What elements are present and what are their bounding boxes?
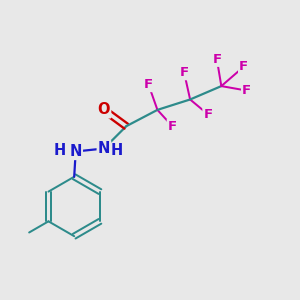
Text: H: H xyxy=(53,142,65,158)
Text: F: F xyxy=(144,78,153,91)
Text: N: N xyxy=(98,141,110,156)
Text: F: F xyxy=(212,53,221,66)
Text: F: F xyxy=(180,66,189,79)
Text: F: F xyxy=(242,84,251,97)
Text: F: F xyxy=(239,60,248,73)
Text: N: N xyxy=(70,144,82,159)
Text: O: O xyxy=(98,102,110,117)
Text: H: H xyxy=(110,143,122,158)
Text: F: F xyxy=(168,120,177,133)
Text: F: F xyxy=(203,108,212,121)
